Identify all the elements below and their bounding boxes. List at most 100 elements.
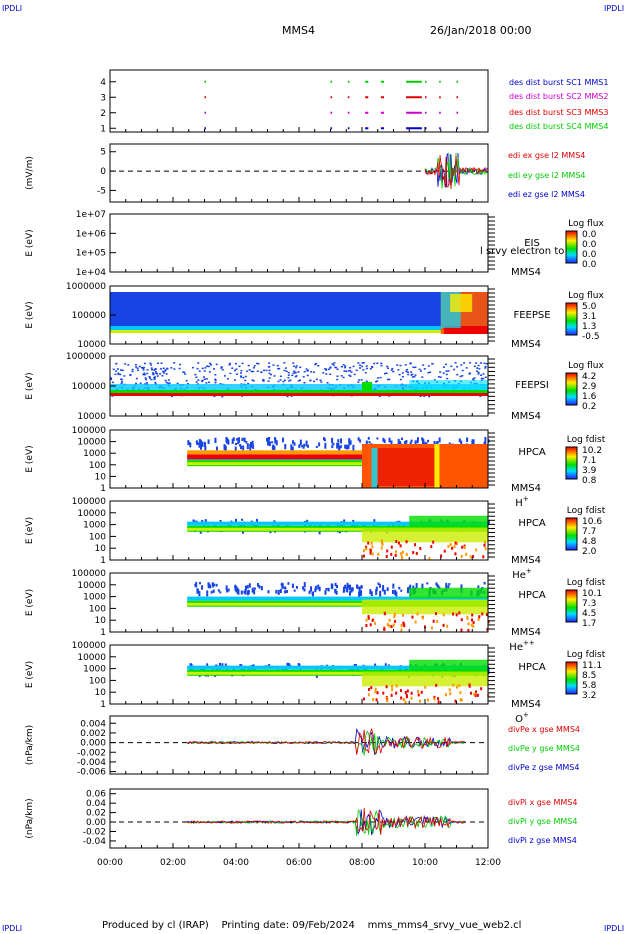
heatmap-cell [268, 377, 271, 379]
heatmap-cell [472, 621, 475, 625]
heatmap-cell [234, 518, 237, 525]
heatmap-cell [333, 362, 336, 364]
heatmap-cell [214, 381, 217, 384]
heatmap-cell [395, 684, 398, 688]
heatmap-cell [135, 377, 138, 380]
heatmap-cell [340, 438, 343, 444]
heatmap-cell [302, 376, 305, 378]
heatmap-cell [164, 370, 167, 372]
colorbar-title: Log flux [568, 291, 604, 301]
heatmap-cell [167, 379, 170, 381]
heatmap-cell [319, 379, 322, 382]
heatmap-cell [240, 376, 243, 378]
y-tick-label: 1e+04 [76, 268, 107, 278]
heatmap-cell [386, 587, 389, 592]
heatmap-cell [199, 440, 202, 445]
heatmap-cell [472, 378, 475, 380]
heatmap-cell [362, 362, 365, 364]
heatmap-cell [428, 395, 431, 398]
heatmap-cell [256, 518, 259, 523]
burst-mark [330, 96, 333, 99]
heatmap-cell [357, 381, 360, 383]
heatmap-cell [388, 624, 391, 628]
heatmap-cell [227, 439, 230, 445]
heatmap-cell [290, 395, 293, 397]
heatmap-cell [411, 615, 414, 619]
heatmap-cell [203, 378, 206, 380]
heatmap-cell [466, 616, 469, 620]
y-tick-label: -0.04 [83, 837, 107, 847]
heatmap-cell [459, 375, 462, 378]
heatmap-cell [444, 693, 447, 697]
heatmap-cell [367, 693, 370, 697]
colorbar-tick-label: 1.7 [582, 619, 596, 629]
heatmap-cell [385, 554, 388, 558]
y-tick-label: 1000 [83, 449, 106, 459]
heatmap-cell [475, 362, 478, 364]
y-tick-label: -0.02 [83, 827, 106, 837]
heatmap-cell [242, 376, 245, 379]
heatmap-cell [386, 365, 389, 368]
heatmap-cell [410, 439, 413, 443]
heatmap-cell [204, 519, 207, 524]
heatmap-cell [283, 590, 286, 594]
heatmap-cell [390, 552, 393, 556]
instrument-label: FEEPSE [513, 310, 550, 321]
burst-mark [425, 80, 427, 83]
instrument-label: EIS [524, 238, 540, 249]
colorbar-tick-label: 0.0 [582, 260, 597, 270]
heatmap-cell [131, 370, 134, 373]
colorbar-tick-label: 1.3 [582, 322, 596, 332]
heatmap-cell [250, 370, 253, 373]
y-tick-label: 1 [100, 628, 106, 638]
heatmap-cell [374, 690, 377, 694]
heatmap-cell [394, 619, 397, 623]
heatmap-cell [286, 395, 289, 398]
heatmap-cell [229, 362, 232, 365]
heatmap-cell [381, 540, 384, 544]
panel-feepse: 1000000 100000 10000 E (eV) FEEPSE MMS4 Log fl… [25, 282, 604, 350]
heatmap-cell [194, 373, 197, 376]
y-tick-label: 1e+06 [76, 229, 107, 239]
heatmap-cell [434, 612, 437, 616]
heatmap-cell [401, 372, 404, 374]
heatmap-cell [402, 698, 405, 702]
spacecraft-label: MMS4 [511, 483, 541, 494]
heatmap-cell [186, 383, 189, 385]
y-tick-label: 0.002 [80, 729, 106, 739]
heatmap-cell [392, 370, 395, 373]
heatmap-cell [480, 687, 483, 691]
heatmap-cell [390, 440, 393, 445]
heatmap-cell [182, 371, 185, 373]
heatmap-cell [146, 372, 149, 375]
species-label: He++ [509, 639, 535, 653]
heatmap-cell [262, 379, 265, 381]
heatmap-cell [404, 364, 407, 366]
heatmap-cell [155, 372, 158, 375]
y-tick-label: 0.04 [86, 799, 106, 809]
heatmap-cell [393, 615, 396, 619]
heatmap-cell [173, 368, 176, 370]
heatmap-cell [359, 586, 362, 589]
heatmap-cell [287, 376, 290, 379]
colorbar [565, 372, 578, 406]
heatmap-cell [170, 367, 173, 369]
heatmap-cell [112, 368, 115, 371]
heatmap-cell [138, 365, 141, 368]
heatmap-cell [430, 626, 433, 630]
heatmap-cell [325, 368, 328, 370]
heatmap-cell [214, 379, 217, 382]
heatmap-cell [382, 437, 385, 442]
heatmap-cell [380, 364, 383, 367]
heatmap-cell [367, 615, 370, 619]
heatmap-cell [291, 446, 294, 453]
heatmap-cell [227, 588, 230, 592]
heatmap-cell [197, 362, 200, 364]
y-tick-label: 100 [89, 676, 106, 686]
heatmap-cell [468, 684, 471, 688]
heatmap-cell [288, 380, 291, 382]
heatmap-cell [386, 623, 389, 627]
heatmap-cell [306, 444, 309, 448]
